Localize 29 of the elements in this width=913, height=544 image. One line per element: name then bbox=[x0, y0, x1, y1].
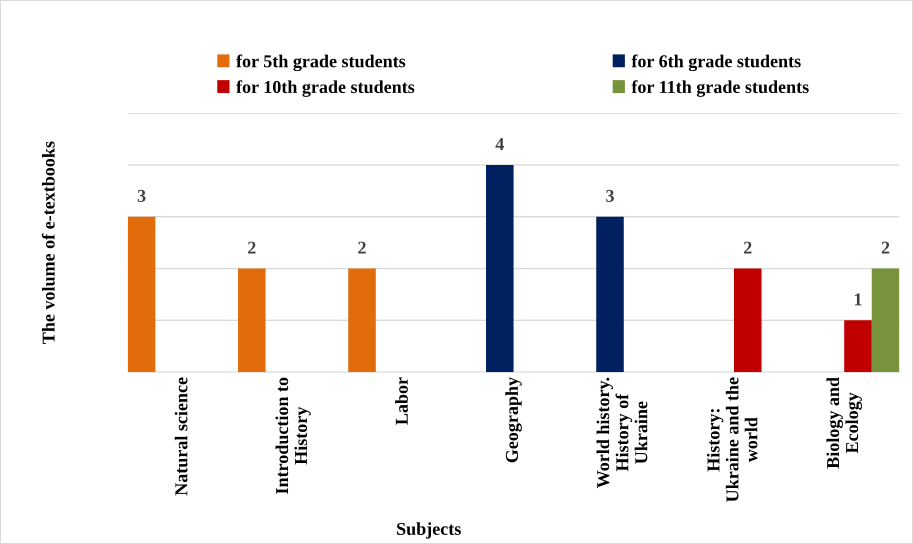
data-label: 2 bbox=[358, 242, 366, 254]
bar bbox=[128, 216, 156, 372]
legend-label: for 10th grade students bbox=[236, 80, 414, 97]
x-tick-label: Geography bbox=[505, 377, 522, 462]
data-label: 4 bbox=[496, 138, 504, 150]
x-tick-label: Natural science bbox=[174, 377, 188, 496]
data-label: 3 bbox=[606, 190, 614, 202]
bar bbox=[238, 268, 266, 372]
data-label: 2 bbox=[882, 242, 890, 254]
legend-label: for 11th grade students bbox=[632, 80, 809, 97]
y-axis-title: The volume of e-textbooks bbox=[42, 142, 55, 344]
legend-label: for 5th grade students bbox=[236, 54, 406, 72]
data-label: 1 bbox=[854, 293, 862, 306]
bar bbox=[844, 320, 872, 372]
data-label: 2 bbox=[744, 242, 752, 254]
x-tick-label: Introduction to History bbox=[275, 378, 311, 494]
x-tick-label: History: Ukraine and the world bbox=[706, 377, 758, 502]
bar bbox=[734, 268, 762, 372]
bar bbox=[486, 164, 514, 372]
bar bbox=[872, 268, 900, 372]
x-tick-label: World history. History of Ukraine bbox=[596, 378, 648, 488]
x-axis-title: Subjects bbox=[397, 522, 461, 539]
data-label: 2 bbox=[248, 242, 256, 254]
x-tick-label: Biology and Ecology bbox=[826, 377, 862, 468]
x-tick-label: Labor bbox=[395, 377, 408, 425]
data-label: 3 bbox=[138, 190, 146, 202]
bar bbox=[348, 268, 376, 372]
legend-label: for 6th grade students bbox=[632, 54, 801, 72]
bar bbox=[596, 216, 624, 372]
